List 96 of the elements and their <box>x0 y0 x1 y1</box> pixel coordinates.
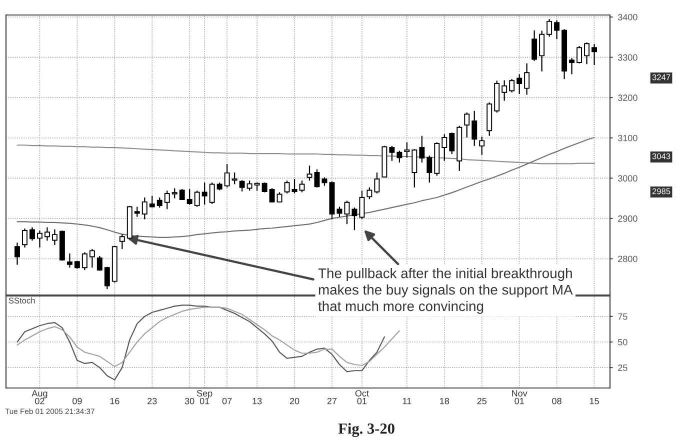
candlestick <box>576 45 582 64</box>
candlestick <box>224 164 230 188</box>
text: Fig. 3-20 <box>338 423 394 437</box>
y-tick-label: 2900 <box>618 215 638 222</box>
candlestick <box>532 30 538 62</box>
candlestick <box>164 190 170 210</box>
x-tick-label: 09 <box>72 398 82 404</box>
candlestick <box>82 252 88 271</box>
candlestick <box>419 135 425 164</box>
candlestick <box>292 178 298 194</box>
x-tick-label: 11 <box>402 398 412 404</box>
candlestick <box>374 172 380 194</box>
text: 2985 <box>652 188 670 194</box>
y-tick-label: 25 <box>618 364 628 371</box>
x-tick-label: 25 <box>477 398 486 404</box>
candlestick <box>592 43 597 66</box>
candlestick <box>44 226 50 242</box>
y-tick-label: 2800 <box>618 256 638 262</box>
candlestick <box>359 190 365 220</box>
candlestick <box>262 182 268 193</box>
candlestick <box>554 20 560 40</box>
candlestick <box>569 58 575 75</box>
candlestick <box>89 248 95 268</box>
candlestick <box>314 168 320 188</box>
candlestick <box>426 155 432 184</box>
x-tick-label: Sep 01 <box>196 390 212 404</box>
x-tick-label: 13 <box>252 398 262 404</box>
y-tick-label: 75 <box>618 314 628 320</box>
y-tick-label: 3000 <box>618 175 638 182</box>
y-tick-label: 3300 <box>618 54 638 61</box>
x-tick-label: 07 <box>222 398 232 404</box>
candlestick <box>104 266 110 290</box>
x-tick-label: 15 <box>590 398 599 404</box>
x-tick-label: 23 <box>148 398 157 404</box>
candlestick <box>134 206 140 218</box>
x-tick-label: Aug 02 <box>32 390 48 404</box>
annotation: SStoch <box>8 297 35 304</box>
candlestick <box>546 18 552 38</box>
candlestick <box>442 134 448 162</box>
candlestick <box>352 207 358 231</box>
candlestick <box>202 182 208 206</box>
candlestick <box>539 30 545 72</box>
text: 3247 <box>652 74 670 80</box>
candlestick <box>156 196 162 208</box>
candlestick <box>284 180 290 194</box>
x-tick-label: Nov 01 <box>512 390 528 404</box>
candlestick <box>276 192 282 203</box>
y-tick-label: 3200 <box>618 94 638 101</box>
candlestick <box>22 228 28 248</box>
candlestick <box>366 186 372 200</box>
candlestick <box>179 188 185 200</box>
y-tick-label: 3100 <box>618 134 638 142</box>
candlestick <box>186 188 192 206</box>
candlestick <box>472 110 478 146</box>
candlestick <box>509 78 515 93</box>
x-tick-label: 27 <box>327 398 337 404</box>
candlestick <box>336 206 342 218</box>
x-tick-label: 30 <box>184 398 194 404</box>
candlestick <box>404 142 410 158</box>
candlestick <box>96 255 102 272</box>
candlestick <box>269 188 275 203</box>
y-tick-label: 50 <box>618 338 628 346</box>
candlestick <box>299 180 305 193</box>
candlestick <box>396 150 402 164</box>
candlestick <box>479 136 485 156</box>
candlestick <box>389 145 395 162</box>
candlestick <box>29 226 35 242</box>
candlestick <box>66 252 72 268</box>
annotation: The pullback after the initial breakthrough makes the buy signals on the support MA that much more convincing <box>318 268 573 314</box>
candlestick <box>449 132 455 155</box>
candlestick <box>194 190 200 208</box>
x-tick-label: 16 <box>110 398 120 404</box>
x-tick-label: Oct 01 <box>355 390 369 404</box>
candlestick <box>584 42 590 65</box>
x-tick-label: 08 <box>552 398 562 404</box>
x-tick-label: 20 <box>290 398 300 404</box>
candlestick <box>172 188 178 199</box>
candlestick <box>14 242 20 266</box>
candlestick <box>246 180 252 192</box>
candlestick <box>344 200 350 225</box>
candlestick <box>306 165 312 182</box>
candlestick <box>142 196 148 220</box>
candlestick <box>232 172 238 185</box>
x-tick-label: 18 <box>440 398 450 404</box>
candlestick <box>52 228 58 246</box>
candlestick <box>412 148 418 188</box>
text: 3043 <box>652 153 670 160</box>
candlestick <box>209 182 215 205</box>
candlestick <box>464 112 470 138</box>
candlestick <box>119 234 125 250</box>
y-tick-label: 3400 <box>618 14 638 20</box>
candlestick <box>524 62 530 96</box>
candlestick <box>36 230 42 248</box>
candlestick <box>516 74 522 95</box>
candlestick <box>239 180 245 192</box>
candlestick <box>502 80 508 102</box>
